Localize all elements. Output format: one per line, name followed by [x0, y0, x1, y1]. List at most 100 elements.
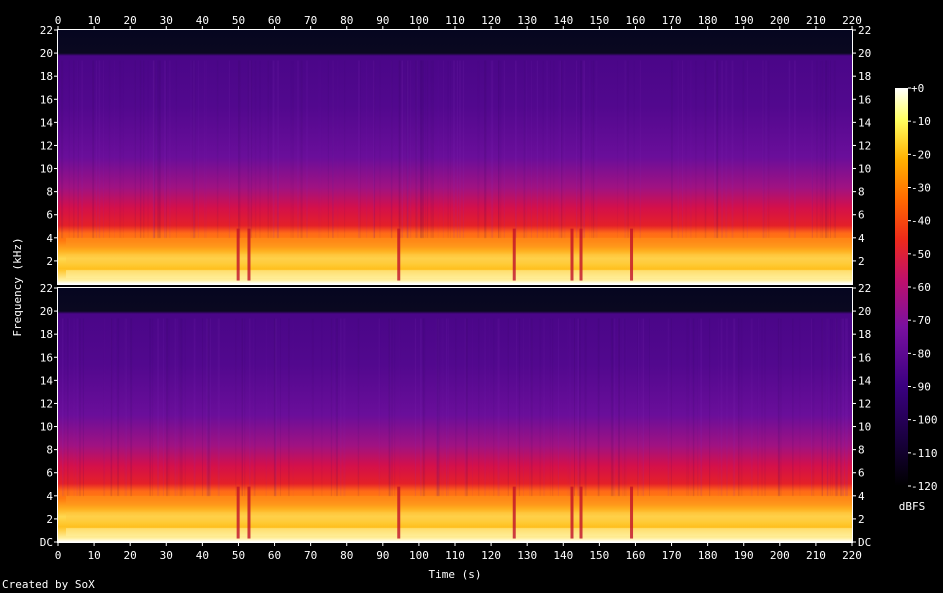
texture-streak [455, 318, 457, 497]
texture-streak [318, 60, 320, 239]
texture-streak [779, 318, 782, 497]
y-tick-label: 12 [40, 397, 53, 410]
x-tick-label: 220 [842, 549, 862, 562]
texture-streak [529, 318, 530, 497]
x-tick-label: 0 [55, 549, 62, 562]
texture-streak [228, 60, 231, 239]
texture-streak [446, 318, 448, 497]
texture-streak [267, 60, 269, 239]
x-tick-label: 160 [626, 14, 646, 27]
texture-streak [686, 318, 688, 497]
texture-streak [762, 60, 765, 239]
transient-streak [579, 228, 583, 281]
texture-streak [731, 60, 734, 239]
transient-streak [512, 228, 516, 281]
y-tick-label: 22 [858, 24, 871, 37]
texture-streak [847, 318, 848, 497]
x-tick-label: 30 [160, 14, 173, 27]
texture-streak [399, 60, 402, 239]
texture-streak [577, 60, 579, 239]
texture-streak [639, 60, 641, 239]
texture-streak [389, 318, 391, 497]
texture-streak [206, 318, 209, 497]
x-tick-label: 30 [160, 549, 173, 562]
x-tick-label: 110 [445, 14, 465, 27]
texture-streak [484, 318, 487, 497]
x-tick-label: 40 [196, 14, 209, 27]
y-tick-label: 8 [858, 444, 865, 457]
texture-streak [821, 318, 823, 497]
colorbar-tick-label: -110 [911, 447, 938, 460]
texture-streak [208, 318, 211, 497]
texture-streak [778, 318, 780, 497]
texture-streak [409, 60, 412, 239]
texture-streak [68, 60, 70, 239]
texture-streak [73, 318, 75, 497]
colorbar-label: dBFS [899, 500, 926, 513]
texture-streak [442, 60, 444, 239]
texture-streak [168, 318, 170, 497]
texture-streak [484, 60, 487, 239]
texture-streak [108, 60, 111, 239]
texture-streak [291, 60, 295, 239]
texture-streak [379, 60, 381, 239]
texture-streak [259, 60, 261, 239]
texture-streak [561, 60, 563, 239]
channel-1-frame [57, 29, 853, 285]
texture-streak [560, 60, 562, 239]
texture-streak [409, 60, 412, 239]
transient-streak [236, 486, 240, 539]
texture-streak [583, 60, 586, 239]
texture-streak [525, 60, 528, 239]
texture-streak [95, 60, 98, 239]
x-tick-label: 200 [770, 14, 790, 27]
y-tick-label: 4 [858, 490, 865, 503]
texture-streak [640, 318, 643, 497]
x-axis-label: Time (s) [429, 568, 482, 581]
texture-streak [484, 60, 486, 239]
texture-streak [113, 60, 115, 239]
texture-streak [627, 60, 629, 239]
y-tick-label: DC [40, 536, 53, 549]
texture-streak [254, 318, 256, 497]
texture-streak [357, 318, 360, 497]
texture-streak [181, 318, 183, 497]
texture-streak [575, 60, 578, 239]
x-tick-label: 150 [589, 549, 609, 562]
texture-streak [617, 318, 619, 497]
texture-streak [157, 318, 160, 497]
x-tick-label: 180 [698, 549, 718, 562]
texture-streak [98, 60, 100, 239]
texture-streak [253, 318, 255, 497]
texture-streak [633, 60, 635, 239]
y-tick-label: 12 [858, 139, 871, 152]
texture-streak [685, 60, 687, 239]
texture-streak [816, 60, 818, 239]
texture-streak [827, 318, 830, 497]
texture-streak [488, 318, 490, 497]
texture-streak [343, 318, 346, 497]
y-tick-label: 16 [858, 93, 871, 106]
x-tick-label: 60 [268, 14, 281, 27]
texture-streak [238, 60, 241, 239]
colorbar-tick-label: -120 [911, 480, 938, 493]
texture-streak [357, 60, 361, 239]
texture-streak [130, 318, 133, 497]
texture-streak [477, 60, 479, 239]
texture-streak [539, 318, 542, 497]
x-tick-label: 140 [553, 549, 573, 562]
x-tick-label: 210 [806, 14, 826, 27]
x-tick-label: 170 [662, 14, 682, 27]
texture-streak [394, 318, 396, 497]
texture-streak [207, 318, 210, 497]
x-tick-label: 100 [409, 14, 429, 27]
texture-streak [337, 60, 339, 239]
texture-streak [757, 318, 759, 497]
texture-streak [435, 318, 438, 497]
y-tick-label: 2 [858, 255, 865, 268]
texture-streak [76, 318, 79, 497]
texture-streak [327, 60, 329, 239]
texture-streak [366, 60, 368, 239]
x-tick-label: 150 [589, 14, 609, 27]
texture-streak [331, 60, 334, 239]
